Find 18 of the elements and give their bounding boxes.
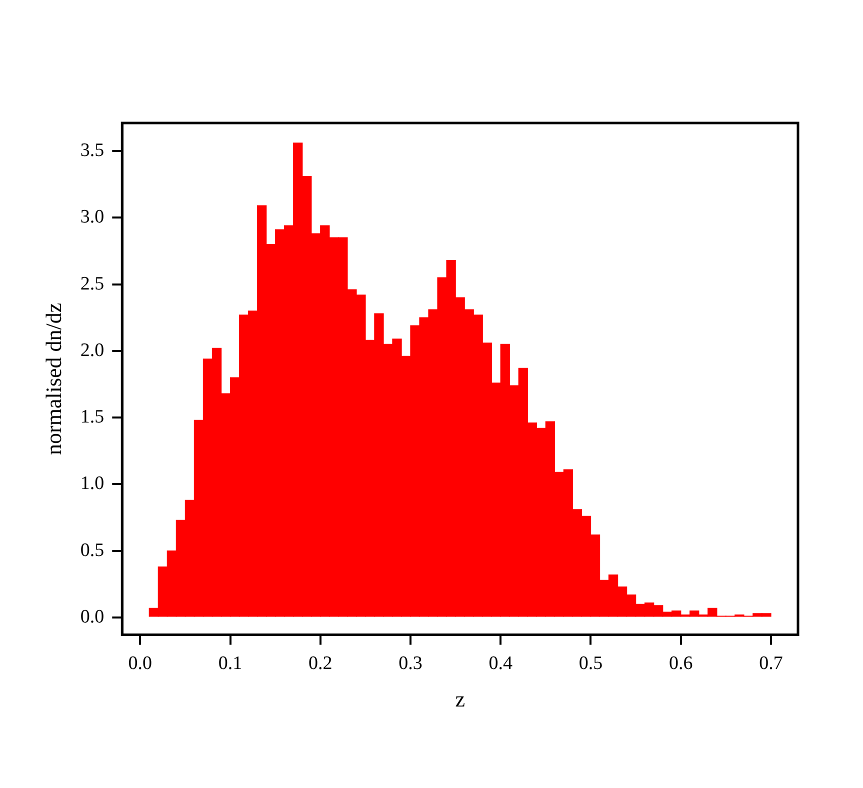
y-tick-label: 0.0 [80, 606, 104, 628]
y-tick-label: 3.0 [80, 206, 104, 228]
y-tick-label: 3.5 [80, 140, 104, 161]
x-tick-label: 0.3 [398, 653, 422, 674]
x-tick-label: 0.1 [218, 653, 242, 674]
x-tick-label: 0.0 [128, 653, 152, 674]
x-tick-label: 0.7 [759, 653, 783, 674]
x-tick-label: 0.2 [308, 653, 332, 674]
y-tick-label: 2.0 [80, 340, 104, 361]
y-tick-label: 2.5 [80, 273, 104, 294]
y-tick-label: 1.5 [80, 406, 104, 428]
y-tick-label: 1.0 [80, 473, 104, 494]
x-tick-label: 0.4 [488, 653, 513, 674]
x-tick-label: 0.5 [578, 653, 603, 674]
y-axis-title: normalised dn/dz [40, 302, 66, 455]
x-tick-label: 0.6 [668, 653, 693, 674]
x-axis-title: z [455, 686, 466, 712]
y-tick-label: 0.5 [80, 540, 104, 561]
